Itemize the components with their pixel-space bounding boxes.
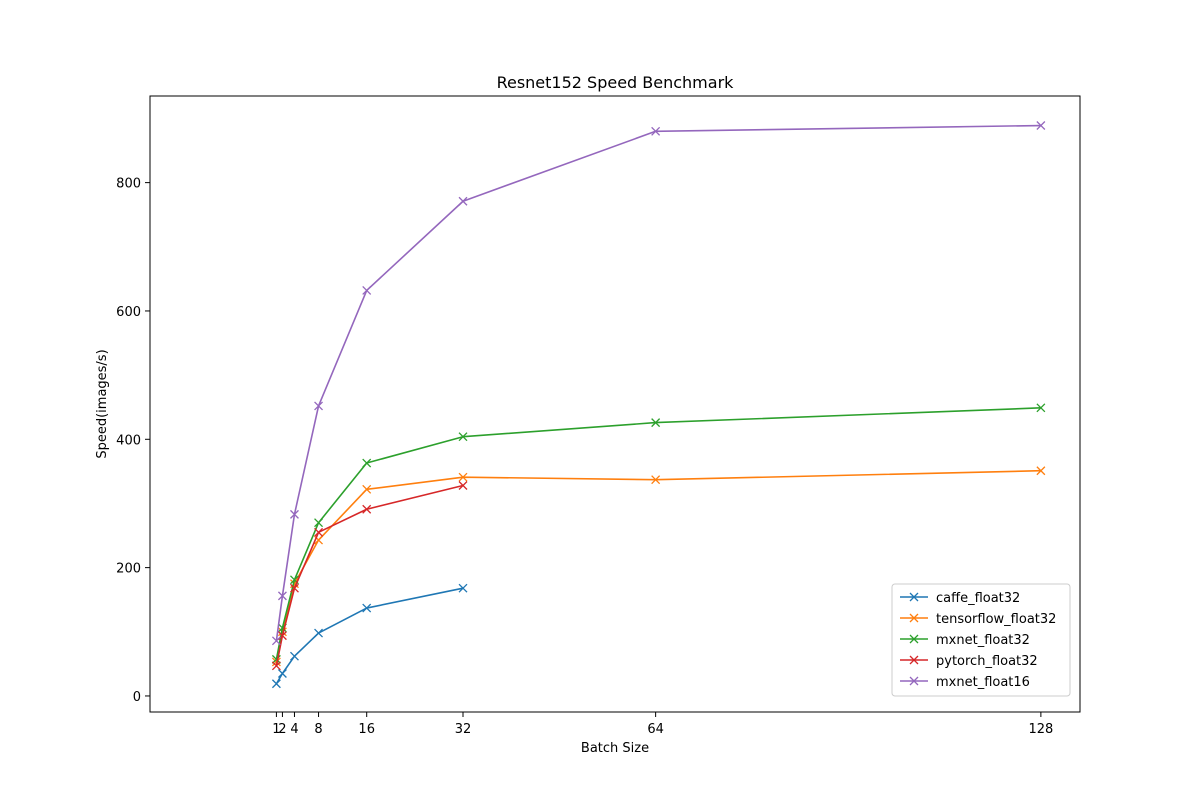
- data-point: [271, 654, 281, 664]
- legend-label-mxnet_float32: mxnet_float32: [936, 633, 1030, 648]
- legend-label-caffe_float32: caffe_float32: [936, 591, 1020, 606]
- x-tick-label: 4: [290, 722, 298, 737]
- data-point: [458, 481, 468, 490]
- y-tick-label: 600: [116, 305, 141, 320]
- legend-marker: [909, 613, 919, 623]
- data-point: [362, 603, 372, 613]
- data-point: [314, 401, 324, 411]
- series-line-mxnet_float32: [275, 407, 1041, 660]
- data-point: [314, 628, 324, 638]
- data-point: [1036, 121, 1046, 130]
- data-point: [651, 475, 661, 485]
- series-line-mxnet_float16: [275, 124, 1041, 641]
- x-tick-label: 128: [1028, 722, 1053, 737]
- data-point: [1036, 466, 1046, 476]
- legend-label-tensorflow_float32: tensorflow_float32: [936, 612, 1056, 627]
- plot-frame: [149, 95, 1081, 713]
- data-point: [362, 504, 372, 514]
- series-line-pytorch_float32: [275, 484, 464, 666]
- data-point: [314, 518, 324, 528]
- plot-area: [271, 121, 1046, 689]
- data-point: [458, 196, 468, 206]
- series-mxnet_float16: [271, 121, 1046, 646]
- data-point: [277, 591, 287, 601]
- data-point: [1036, 403, 1046, 413]
- axes: 12 4 8 16 32 64 128 0 200 400 600 800: [116, 95, 1081, 737]
- legend-label-mxnet_float16: mxnet_float16: [936, 675, 1030, 690]
- y-tick-label: 400: [116, 433, 141, 448]
- series-mxnet_float32: [271, 403, 1046, 664]
- data-point: [458, 583, 468, 593]
- x-axis-label: Batch Size: [581, 741, 649, 756]
- series-caffe_float32: [271, 583, 468, 689]
- data-point: [458, 432, 468, 442]
- data-point: [651, 126, 661, 136]
- legend-marker: [909, 634, 919, 644]
- data-point: [314, 527, 324, 537]
- data-point: [271, 636, 281, 646]
- x-tick-label: 64: [647, 722, 664, 737]
- series-line-caffe_float32: [275, 587, 464, 685]
- series-pytorch_float32: [271, 481, 468, 671]
- y-tick-label: 800: [116, 177, 141, 192]
- data-point: [290, 651, 299, 661]
- chart-title: Resnet152 Speed Benchmark: [497, 73, 735, 92]
- x-tick-label: 2: [278, 722, 286, 737]
- data-point: [290, 583, 299, 593]
- data-point: [362, 285, 372, 295]
- y-axis-label: Speed(images/s): [95, 349, 110, 458]
- data-point: [458, 472, 468, 482]
- series-line-tensorflow_float32: [275, 469, 1041, 663]
- legend-marker: [909, 592, 919, 602]
- legend-box: [891, 583, 1071, 697]
- data-point: [271, 679, 281, 689]
- x-tick-label: 32: [455, 722, 472, 737]
- x-tick-label: 1: [272, 722, 280, 737]
- data-point: [290, 509, 299, 519]
- y-tick-label: 0: [133, 690, 141, 705]
- data-point: [651, 418, 661, 428]
- legend-marker: [909, 655, 919, 665]
- data-point: [271, 661, 281, 671]
- data-point: [362, 458, 372, 468]
- legend-label-pytorch_float32: pytorch_float32: [936, 654, 1038, 669]
- x-tick-label: 8: [314, 722, 322, 737]
- x-tick-label: 16: [358, 722, 375, 737]
- data-point: [277, 669, 287, 678]
- data-point: [362, 484, 372, 494]
- legend: caffe_float32 tensorflow_float32 mxnet_flo…: [891, 583, 1071, 697]
- y-tick-label: 200: [116, 562, 141, 577]
- legend-marker: [909, 676, 919, 686]
